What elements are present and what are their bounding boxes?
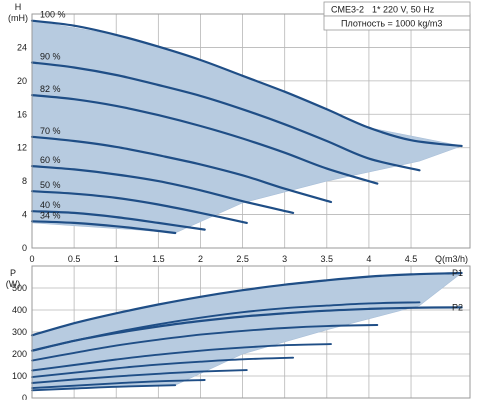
power-curve-line: [31, 379, 206, 390]
head-x-tick-labels: 0 0.5 1 1.5 2 2.5 3 3.5 4 4.5: [29, 254, 417, 264]
power-curve-line: [30, 271, 463, 337]
head-curves: [30, 19, 463, 235]
speed-label: 50 %: [40, 180, 61, 190]
x-tick-label: 4: [366, 254, 371, 264]
speed-label: 60 %: [40, 155, 61, 165]
head-curve-line: [30, 165, 295, 214]
x-tick-label: 1.5: [152, 254, 165, 264]
y-tick-label: 8: [22, 176, 27, 186]
y-tick-label: 4: [22, 210, 27, 220]
info-box: CME3-2 1* 220 V, 50 Hz Плотность = 1000 …: [323, 1, 471, 31]
power-series-label: P2: [452, 302, 463, 312]
y-tick-label: 12: [17, 143, 27, 153]
head-curve-line: [30, 220, 177, 235]
speed-label: 100 %: [40, 10, 66, 20]
y-tick-label: 300: [12, 327, 27, 337]
y-tick-label: 200: [12, 349, 27, 359]
power-curve-line: [31, 301, 421, 352]
head-y-tick-labels: 0 4 8 12 16 20 24: [17, 42, 27, 253]
head-y-axis-label: H (mH): [8, 2, 28, 23]
y-tick-label: 20: [17, 76, 27, 86]
head-flow-plot: 0 0.5 1 1.5 2 2.5 3 3.5 4 4.5 0 4 8 12 16 20 24 H (mH) Q…: [8, 1, 471, 264]
x-tick-label: 0: [29, 254, 34, 264]
speed-label: 34 %: [40, 210, 61, 220]
head-curve-line: [30, 190, 248, 224]
speed-label: 82 %: [40, 84, 61, 94]
x-tick-label: 1: [114, 254, 119, 264]
speed-label: 40 %: [40, 200, 61, 210]
power-curve-line: [31, 369, 248, 384]
head-curve-line: [30, 210, 206, 231]
y-tick-label: 500: [12, 283, 27, 293]
y-tick-label: 100: [12, 371, 27, 381]
info-density: Плотность = 1000 kg/m3: [341, 19, 442, 29]
power-series-label: P1: [452, 268, 463, 278]
info-box-density-frame: [323, 15, 471, 31]
head-curve-line: [30, 61, 421, 172]
x-tick-label: 2: [198, 254, 203, 264]
x-tick-label: 0.5: [68, 254, 81, 264]
x-tick-label: 2.5: [236, 254, 249, 264]
y-tick-label: 0: [22, 393, 27, 400]
head-curve-line: [30, 135, 333, 204]
speed-label: 70 %: [40, 126, 61, 136]
head-curve-line: [30, 94, 379, 185]
x-tick-label: 3: [282, 254, 287, 264]
y-tick-label: 16: [17, 109, 27, 119]
head-plot-frame: [31, 13, 471, 249]
power-plot-frame: [31, 265, 471, 399]
info-model: CME3-2: [331, 5, 364, 15]
power-y-axis-label: P (W): [6, 268, 21, 289]
info-supply: 1* 220 V, 50 Hz: [372, 5, 435, 15]
power-curves: [30, 271, 463, 392]
speed-label: 90 %: [40, 52, 61, 62]
power-series-labels: P1 P2: [452, 268, 463, 312]
power-curve-line: [31, 343, 332, 372]
power-curve-line: [31, 356, 295, 379]
y-tick-label: 24: [17, 42, 27, 52]
power-curve-line: [31, 384, 177, 392]
power-curve-line: [31, 324, 379, 362]
head-x-axis-label: Q(m3/h): [435, 254, 468, 264]
power-flow-plot: 0 100 200 300 400 500 P (W) P1 P2: [6, 265, 471, 400]
speed-labels: 100 % 90 % 82 % 70 % 60 % 50 % 40 %34 %: [40, 10, 66, 221]
power-y-tick-labels: 0 100 200 300 400 500: [12, 283, 27, 400]
x-tick-label: 4.5: [405, 254, 418, 264]
y-tick-label: 400: [12, 305, 27, 315]
y-tick-label: 0: [22, 243, 27, 253]
x-tick-label: 3.5: [321, 254, 334, 264]
head-curve-line: [30, 19, 463, 148]
